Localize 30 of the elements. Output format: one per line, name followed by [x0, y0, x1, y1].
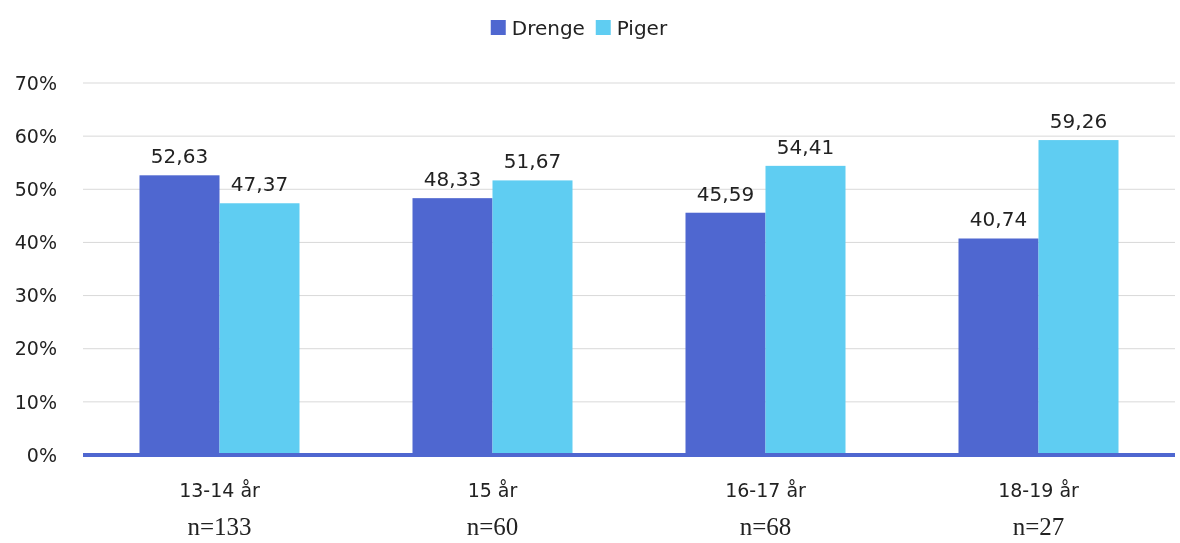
bar: [219, 203, 300, 455]
text: n=68: [739, 513, 792, 540]
y-tick-label: 0%: [26, 443, 57, 466]
y-tick-label: 10%: [14, 390, 57, 413]
data-label: 52,63: [150, 144, 209, 169]
x-tick-label: 18-19 år: [998, 479, 1080, 501]
bar: [1038, 140, 1119, 455]
bar: [765, 165, 846, 455]
data-label: 51,67: [503, 149, 562, 174]
y-tick-label: 20%: [14, 337, 57, 360]
data-label: 40,74: [969, 207, 1028, 232]
x-tick-label: 13-14 år: [179, 479, 261, 501]
y-tick-label: 70%: [14, 71, 57, 94]
text: n=60: [466, 513, 519, 540]
data-label: 48,33: [423, 167, 482, 192]
x-tick-label: 16-17 år: [725, 479, 807, 501]
text: n=27: [1012, 513, 1065, 540]
legend-label: Piger: [616, 16, 668, 40]
data-label: 45,59: [696, 181, 755, 206]
text: n=133: [187, 513, 252, 540]
y-tick-label: 50%: [14, 177, 57, 200]
bar: [492, 180, 573, 455]
y-tick-label: 40%: [14, 231, 57, 254]
data-label: 59,26: [1049, 109, 1108, 134]
y-tick-label: 30%: [14, 284, 57, 307]
data-label: 47,37: [230, 172, 289, 197]
legend-label: Drenge: [511, 16, 585, 40]
y-tick-label: 60%: [14, 124, 57, 147]
data-label: 54,41: [776, 134, 835, 159]
x-tick-label: 15 år: [467, 479, 518, 501]
